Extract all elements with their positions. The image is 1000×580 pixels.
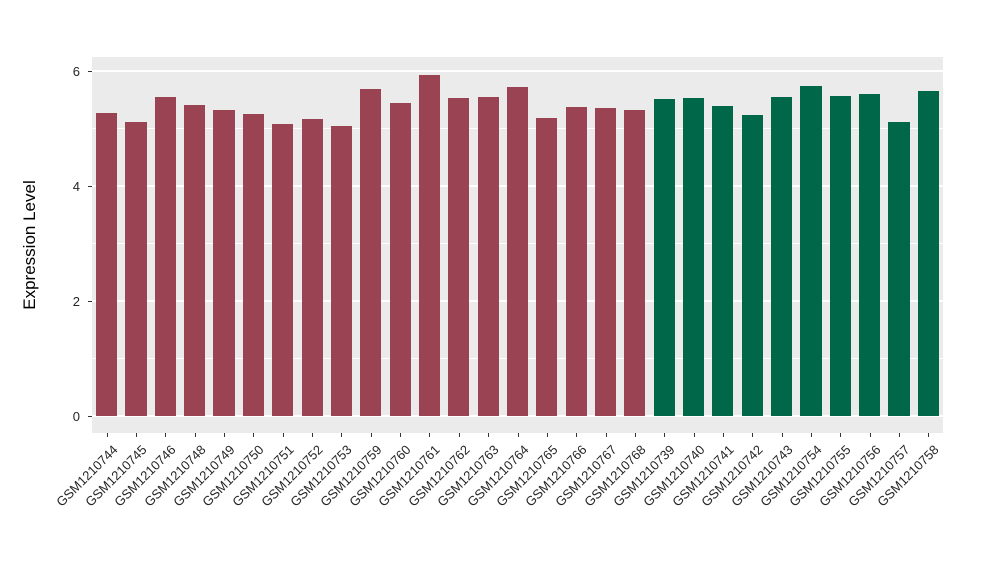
bar	[96, 112, 118, 416]
x-tick-mark	[165, 433, 167, 437]
x-tick-mark	[840, 433, 842, 437]
x-tick-mark	[341, 433, 343, 437]
bar	[418, 74, 441, 416]
bar	[712, 106, 734, 416]
bar	[360, 89, 382, 416]
bar	[653, 99, 675, 416]
bar	[272, 124, 294, 416]
y-tick-label: 4	[72, 179, 80, 195]
bar	[917, 90, 939, 416]
x-tick-mark	[869, 433, 871, 437]
y-tick-mark	[88, 415, 92, 417]
bar	[184, 105, 206, 416]
x-tick-mark	[282, 433, 284, 437]
y-tick-mark	[88, 300, 92, 302]
y-tick-label: 2	[72, 293, 80, 309]
x-tick-mark	[312, 433, 314, 437]
x-tick-mark	[928, 433, 930, 437]
y-tick-mark	[88, 71, 92, 73]
bar	[829, 96, 851, 416]
bar	[683, 98, 705, 416]
x-tick-mark	[253, 433, 255, 437]
x-tick-mark	[458, 433, 460, 437]
x-axis: GSM1210744 GSM1210745 GSM1210746 GSM1210748…	[53, 433, 943, 580]
x-tick-mark	[781, 433, 783, 437]
y-axis: 0 2 4 6	[0, 57, 92, 433]
x-tick-mark	[136, 433, 138, 437]
x-tick-mark	[634, 433, 636, 437]
y-tick-label: 0	[72, 408, 80, 424]
bar	[506, 87, 529, 416]
x-tick-mark	[576, 433, 578, 437]
bar	[477, 96, 499, 416]
bar	[594, 107, 617, 416]
x-tick-mark	[517, 433, 519, 437]
bar	[125, 121, 147, 416]
bar	[859, 93, 881, 416]
bar	[771, 96, 793, 416]
bar	[888, 121, 910, 416]
x-tick-mark	[898, 433, 900, 437]
x-tick-mark	[664, 433, 666, 437]
x-tick-mark	[224, 433, 226, 437]
bar	[301, 118, 323, 416]
x-tick-mark	[693, 433, 695, 437]
bar	[536, 118, 558, 416]
x-tick-mark	[370, 433, 372, 437]
bar	[565, 106, 587, 416]
bar	[800, 86, 822, 416]
x-tick-mark	[400, 433, 402, 437]
bar	[330, 125, 352, 416]
x-tick-mark	[810, 433, 812, 437]
x-tick-mark	[605, 433, 607, 437]
bar	[624, 110, 646, 416]
y-tick-mark	[88, 186, 92, 188]
y-tick-label: 6	[72, 64, 80, 80]
x-tick-mark	[106, 433, 108, 437]
x-tick-mark	[546, 433, 548, 437]
x-tick-mark	[752, 433, 754, 437]
plot-panel	[92, 57, 943, 433]
bar	[213, 110, 235, 416]
bar	[389, 102, 411, 416]
x-tick-mark	[429, 433, 431, 437]
x-tick-mark	[722, 433, 724, 437]
gridline-major	[92, 70, 943, 73]
bar	[242, 114, 264, 416]
bar	[448, 97, 470, 416]
bar	[741, 114, 763, 416]
x-tick-mark	[194, 433, 196, 437]
bar	[154, 96, 176, 416]
gridline-major	[92, 414, 943, 417]
x-tick-mark	[488, 433, 490, 437]
